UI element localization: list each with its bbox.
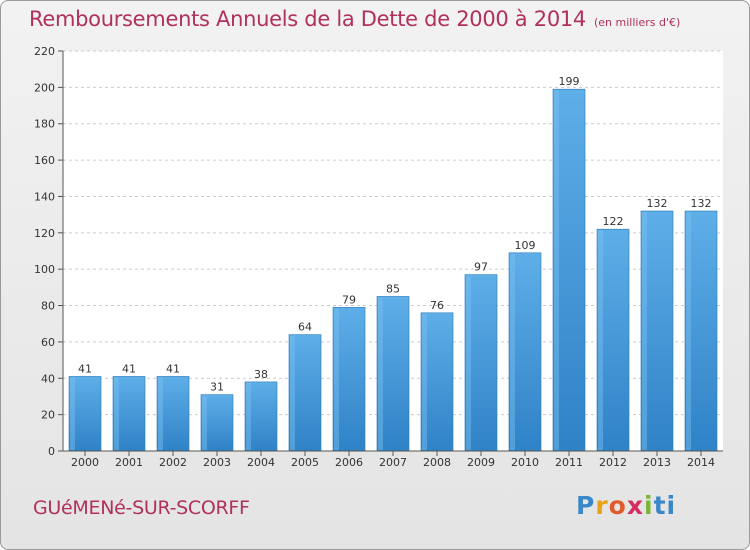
y-tick-label: 100 (34, 263, 55, 276)
bar-2008 (420, 312, 454, 452)
x-tick-label: 2002 (159, 456, 187, 469)
x-tick-label: 2004 (247, 456, 275, 469)
data-label: 76 (430, 299, 444, 312)
x-tick-label: 2007 (379, 456, 407, 469)
y-tick-label: 180 (34, 118, 55, 131)
bar-2003 (200, 394, 234, 452)
bar-highlight (202, 395, 207, 450)
bar-2014 (684, 210, 718, 452)
data-label: 41 (122, 362, 136, 375)
y-axis-ticks: 0 20 40 60 80 100 120 140 160 180 200 220 (34, 45, 63, 458)
bar-2000 (68, 376, 102, 452)
x-tick-label: 2010 (511, 456, 539, 469)
data-label: 97 (474, 261, 488, 274)
bar-2011 (552, 88, 586, 452)
bar-highlight (686, 212, 691, 450)
data-label: 122 (603, 215, 624, 228)
x-tick-label: 2006 (335, 456, 363, 469)
data-label: 109 (515, 239, 536, 252)
bar-highlight (422, 313, 427, 450)
bar-2005 (288, 334, 322, 452)
y-tick-label: 140 (34, 190, 55, 203)
x-tick-label: 2014 (687, 456, 715, 469)
data-label: 64 (298, 321, 312, 334)
bar-2013 (640, 210, 674, 452)
data-label: 132 (647, 197, 668, 210)
place-name: GUéMENé-SUR-SCORFF (33, 497, 250, 519)
chart-title-text: Remboursements Annuels de la Dette de 20… (29, 7, 586, 31)
y-tick-label: 120 (34, 227, 55, 240)
x-tick-label: 2009 (467, 456, 495, 469)
bar-highlight (598, 230, 603, 450)
y-tick-label: 200 (34, 81, 55, 94)
bar-highlight (114, 377, 119, 450)
bar-highlight (334, 308, 339, 450)
bar-highlight (70, 377, 75, 450)
data-label: 132 (691, 197, 712, 210)
bar-highlight (246, 382, 251, 450)
chart-title: Remboursements Annuels de la Dette de 20… (29, 7, 680, 31)
bar-2009 (464, 274, 498, 452)
x-tick-label: 2013 (643, 456, 671, 469)
bar-2001 (112, 376, 146, 452)
data-label: 41 (78, 362, 92, 375)
bar-highlight (378, 297, 383, 450)
x-tick-label: 2003 (203, 456, 231, 469)
data-label: 41 (166, 362, 180, 375)
bar-2007 (376, 296, 410, 452)
bar-2006 (332, 307, 366, 452)
data-label: 199 (559, 75, 580, 88)
data-label: 31 (210, 381, 224, 394)
data-label: 85 (386, 282, 400, 295)
x-tick-label: 2001 (115, 456, 143, 469)
bars-group: 41 41 41 31 38 64 79 85 76 97 109 199 122 132 132 (68, 75, 718, 452)
bar-highlight (466, 275, 471, 450)
bar-2002 (156, 376, 190, 452)
bar-highlight (290, 335, 295, 450)
x-tick-label: 2011 (555, 456, 583, 469)
bar-highlight (510, 253, 515, 450)
bar-highlight (642, 212, 647, 450)
y-tick-label: 160 (34, 154, 55, 167)
x-axis-ticks: 2000 2001 2002 2003 2004 2005 2006 2007 2008 2009… (71, 451, 715, 469)
data-label: 79 (342, 293, 356, 306)
y-tick-label: 20 (41, 409, 55, 422)
bar-2012 (596, 228, 630, 452)
bar-2010 (508, 252, 542, 452)
y-tick-label: 60 (41, 336, 55, 349)
x-tick-label: 2000 (71, 456, 99, 469)
y-tick-label: 0 (48, 445, 55, 458)
bar-highlight (554, 90, 559, 450)
x-tick-label: 2008 (423, 456, 451, 469)
y-tick-label: 40 (41, 372, 55, 385)
data-label: 38 (254, 368, 268, 381)
bar-2004 (244, 381, 278, 452)
x-tick-label: 2005 (291, 456, 319, 469)
x-tick-label: 2012 (599, 456, 627, 469)
y-tick-label: 220 (34, 45, 55, 58)
proxiti-logo: Proxiti (576, 491, 677, 520)
y-tick-label: 80 (41, 300, 55, 313)
chart-subtitle: (en milliers d'€) (594, 16, 681, 29)
bar-highlight (158, 377, 163, 450)
